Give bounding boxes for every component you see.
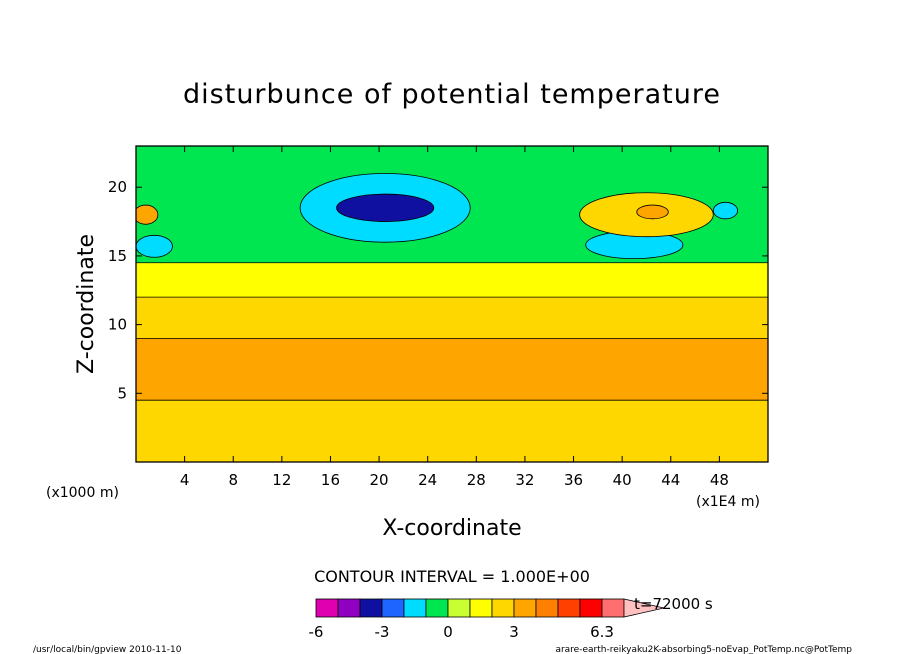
plot-area [136, 146, 768, 462]
colorbar-cell [381, 598, 405, 618]
x-tick-label: 28 [467, 471, 486, 489]
contour-blob-7 [136, 204, 159, 225]
y-axis-label: Z-coordinate [74, 234, 99, 374]
y-tick-label: 20 [108, 178, 127, 196]
contour-interval-label: CONTOUR INTERVAL = 1.000E+00 [314, 567, 590, 586]
colorbar-tick-label: 3 [509, 623, 519, 641]
colorbar-cell [425, 598, 449, 618]
x-unit-right: (x1E4 m) [696, 494, 760, 510]
x-axis-label: X-coordinate [382, 516, 521, 541]
y-axis-ticks: 5 10 15 20 [108, 178, 768, 402]
colorbar-cell [491, 598, 515, 618]
colorbar-cell [601, 598, 625, 618]
x-tick-label: 44 [661, 471, 680, 489]
colorbar-tick-label: 6.3 [590, 623, 614, 641]
x-tick-label: 8 [228, 471, 238, 489]
colorbar-cell [535, 598, 559, 618]
colorbar-labels: -6 -3 0 3 6.3 [309, 623, 614, 641]
colorbar-cell [557, 598, 581, 618]
plot-frame [135, 145, 769, 463]
colorbar-cell [315, 598, 339, 618]
y-tick-label: 15 [108, 247, 127, 265]
colorbar-cell [513, 598, 537, 618]
x-tick-label: 16 [321, 471, 340, 489]
x-tick-label: 40 [613, 471, 632, 489]
contour-band-0 [136, 400, 768, 462]
chart-title: disturbunce of potential temperature [183, 79, 721, 110]
contour-blob-6 [636, 204, 669, 220]
colorbar-cell [403, 598, 427, 618]
x-axis-ticks: 4 8 12 16 20 24 28 32 36 40 44 48 [180, 146, 729, 489]
contour-blob-3 [712, 201, 739, 220]
colorbar-cell [447, 598, 471, 618]
contour-blob-1 [336, 193, 435, 222]
x-unit-left: (x1000 m) [46, 485, 119, 501]
colorbar-cell [579, 598, 603, 618]
contour-band-3 [136, 262, 768, 298]
y-tick-label: 10 [108, 316, 127, 334]
y-tick-label: 5 [117, 384, 127, 402]
colorbar-cell [359, 598, 383, 618]
footer-right: arare-earth-reikyaku2K-absorbing5-noEvap… [555, 645, 852, 654]
x-tick-label: 20 [370, 471, 389, 489]
x-tick-label: 12 [272, 471, 291, 489]
contour-blob-4 [136, 234, 173, 258]
colorbar-cell [337, 598, 361, 618]
colorbar-tick-label: -6 [309, 623, 324, 641]
contour-band-1 [136, 338, 768, 401]
x-tick-label: 24 [418, 471, 437, 489]
colorbar-tick-label: -3 [375, 623, 390, 641]
x-tick-label: 4 [180, 471, 190, 489]
colorbar-cell [469, 598, 493, 618]
colorbar [315, 598, 665, 618]
x-tick-label: 32 [515, 471, 534, 489]
colorbar-tick-label: 0 [443, 623, 453, 641]
x-tick-label: 36 [564, 471, 583, 489]
colorbar-arrow [623, 598, 665, 618]
x-tick-label: 48 [710, 471, 729, 489]
time-label: t=72000 s [634, 595, 713, 613]
footer-left: /usr/local/bin/gpview 2010-11-10 [33, 645, 182, 654]
contour-band-2 [136, 297, 768, 339]
